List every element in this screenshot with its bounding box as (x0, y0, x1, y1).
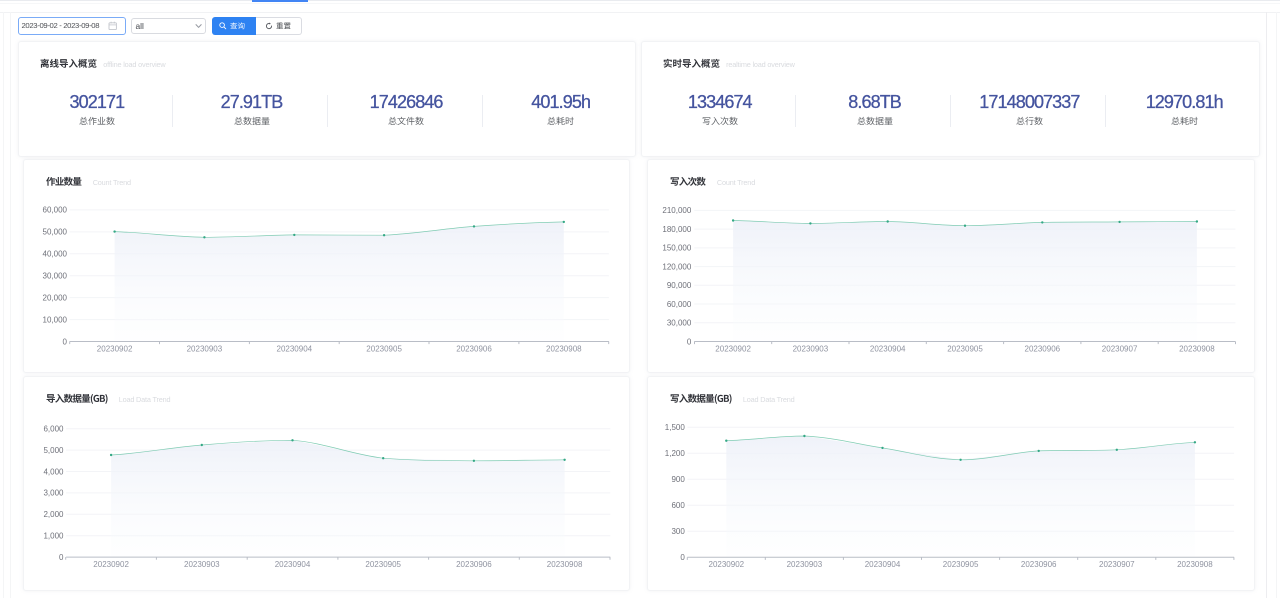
svg-text:0: 0 (687, 337, 692, 346)
svg-text:4,000: 4,000 (43, 467, 64, 476)
svg-text:300: 300 (671, 527, 685, 536)
svg-text:20230907: 20230907 (1102, 345, 1138, 354)
svg-text:20,000: 20,000 (42, 293, 67, 302)
svg-text:1,200: 1,200 (665, 449, 686, 458)
svg-text:900: 900 (671, 475, 685, 484)
svg-text:20230904: 20230904 (276, 345, 312, 354)
svg-text:60,000: 60,000 (42, 206, 67, 215)
svg-text:20230905: 20230905 (366, 345, 402, 354)
svg-text:0: 0 (62, 337, 67, 346)
svg-text:1,500: 1,500 (665, 423, 686, 432)
svg-text:20230902: 20230902 (715, 345, 751, 354)
svg-text:20230908: 20230908 (1177, 560, 1213, 569)
svg-text:50,000: 50,000 (42, 228, 67, 237)
svg-text:120,000: 120,000 (662, 262, 691, 271)
svg-text:20230903: 20230903 (184, 560, 220, 569)
svg-text:40,000: 40,000 (42, 250, 67, 259)
svg-text:20230904: 20230904 (274, 560, 310, 569)
svg-text:20230908: 20230908 (546, 345, 582, 354)
svg-text:20230905: 20230905 (365, 560, 401, 569)
svg-text:0: 0 (680, 553, 685, 562)
svg-text:20230906: 20230906 (1021, 560, 1057, 569)
svg-text:10,000: 10,000 (42, 315, 67, 324)
svg-text:20230906: 20230906 (1024, 345, 1060, 354)
svg-text:0: 0 (59, 553, 64, 562)
svg-text:20230905: 20230905 (943, 560, 979, 569)
svg-text:20230903: 20230903 (786, 560, 822, 569)
svg-text:90,000: 90,000 (667, 281, 692, 290)
svg-text:20230906: 20230906 (456, 560, 492, 569)
svg-text:20230908: 20230908 (1179, 345, 1215, 354)
svg-text:3,000: 3,000 (43, 488, 64, 497)
svg-text:60,000: 60,000 (667, 300, 692, 309)
svg-text:20230902: 20230902 (93, 560, 129, 569)
svg-text:20230904: 20230904 (865, 560, 901, 569)
svg-text:6,000: 6,000 (43, 424, 64, 433)
svg-text:30,000: 30,000 (42, 272, 67, 281)
svg-text:2,000: 2,000 (43, 510, 64, 519)
svg-text:150,000: 150,000 (662, 244, 691, 253)
svg-text:20230905: 20230905 (947, 345, 983, 354)
svg-text:210,000: 210,000 (662, 206, 691, 215)
svg-text:20230903: 20230903 (792, 345, 828, 354)
svg-text:20230907: 20230907 (1099, 560, 1135, 569)
svg-text:20230903: 20230903 (186, 345, 222, 354)
svg-text:20230906: 20230906 (456, 345, 492, 354)
svg-text:1,000: 1,000 (43, 531, 64, 540)
svg-text:20230902: 20230902 (96, 345, 132, 354)
svg-text:20230908: 20230908 (546, 560, 582, 569)
svg-text:5,000: 5,000 (43, 446, 64, 455)
svg-text:30,000: 30,000 (667, 319, 692, 328)
svg-text:600: 600 (671, 501, 685, 510)
svg-text:180,000: 180,000 (662, 225, 691, 234)
svg-text:20230904: 20230904 (870, 345, 906, 354)
svg-text:20230902: 20230902 (708, 560, 744, 569)
